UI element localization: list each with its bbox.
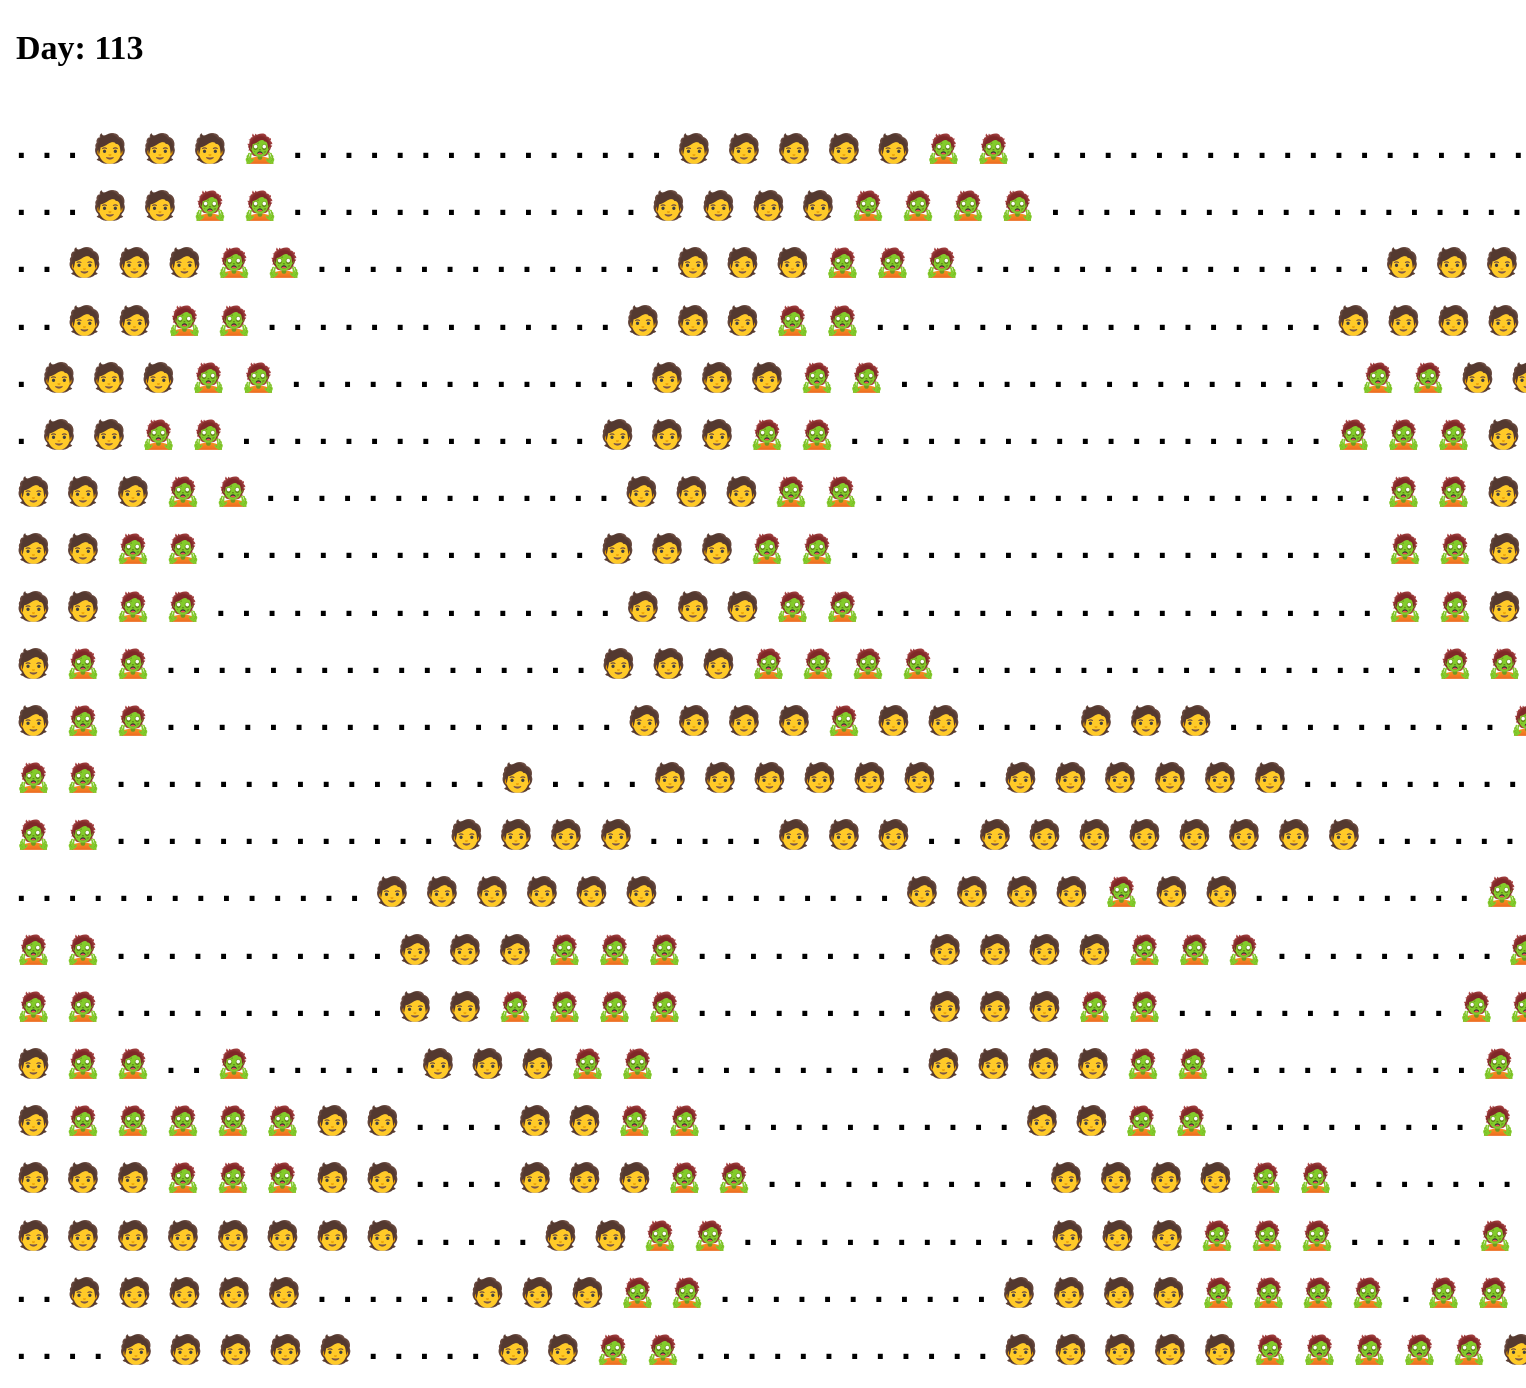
grid-row: 🧟🧟...........🧑🧑🧟🧟🧟🧟.........🧑🧑🧑🧟🧟.......…: [16, 989, 1526, 1023]
grid-row: 🧑🧟🧟.................🧑🧑🧑🧟🧟🧟🧟.............…: [16, 646, 1526, 680]
grid-row: .🧑🧑🧑🧟🧟..............🧑🧑🧑🧟🧟...............…: [16, 360, 1526, 394]
grid-row: ....🧑🧑🧑🧑🧑.....🧑🧑🧟🧟............🧑🧑🧑🧑🧑🧟🧟🧟🧟🧟…: [16, 1332, 1526, 1366]
grid-row: 🧟🧟...........🧑🧑🧑🧟🧟🧟.........🧑🧑🧑🧑🧟🧟🧟.....…: [16, 932, 1526, 966]
simulation-grid: ...🧑🧑🧑🧟...............🧑🧑🧑🧑🧑🧟🧟...........…: [16, 120, 1526, 1378]
grid-row: 🧟🧟.............🧑🧑🧑🧑.....🧑🧑🧑..🧑🧑🧑🧑🧑🧑🧑🧑...…: [16, 818, 1526, 852]
grid-row: ...🧑🧑🧑🧟...............🧑🧑🧑🧑🧑🧟🧟...........…: [16, 132, 1526, 165]
grid-row: 🧑🧑🧟🧟...............🧑🧑🧑🧟🧟................…: [16, 532, 1526, 566]
grid-row: ..🧑🧑🧑🧑🧑......🧑🧑🧑🧟🧟...........🧑🧑🧑🧑🧟🧟🧟🧟.🧟🧟…: [16, 1275, 1526, 1309]
grid-row: 🧑🧑🧑🧟🧟..............🧑🧑🧑🧟🧟................…: [16, 475, 1526, 509]
grid-row: 🧑🧟🧟🧟🧟🧟🧑🧑....🧑🧑🧟🧟............🧑🧑🧟🧟........…: [16, 1104, 1526, 1138]
grid-row: 🧑🧑🧑🧑🧑🧑🧑🧑.....🧑🧑🧟🧟............🧑🧑🧑🧟🧟🧟.....…: [16, 1218, 1526, 1252]
grid-row: 🧑🧑🧑🧟🧟🧟🧑🧑....🧑🧑🧑🧟🧟...........🧑🧑🧑🧑🧟🧟......…: [16, 1161, 1526, 1195]
grid-row: 🧑🧟🧟..................🧑🧑🧑🧑🧟🧑🧑....🧑🧑🧑.....…: [16, 703, 1526, 737]
day-counter: Day: 113: [16, 30, 144, 67]
grid-row: ...🧑🧑🧟🧟..............🧑🧑🧑🧑🧟🧟🧟🧟...........…: [16, 189, 1526, 223]
grid-row: ..🧑🧑🧟🧟..............🧑🧑🧑🧟🧟...............…: [16, 303, 1526, 337]
grid-row: ..............🧑🧑🧑🧑🧑🧑.........🧑🧑🧑🧑🧟🧑🧑....…: [16, 875, 1526, 909]
grid-row: ..🧑🧑🧑🧟🧟..............🧑🧑🧑🧟🧟🧟.............…: [16, 246, 1526, 280]
grid-row: 🧟🧟...............🧑....🧑🧑🧑🧑🧑🧑..🧑🧑🧑🧑🧑🧑....…: [16, 761, 1526, 795]
grid-row: 🧑🧑🧟🧟................🧑🧑🧑🧟🧟...............…: [16, 589, 1526, 623]
grid-row: .🧑🧑🧟🧟..............🧑🧑🧑🧟🧟................…: [16, 417, 1526, 451]
grid-row: 🧑🧟🧟..🧟......🧑🧑🧑🧟🧟..........🧑🧑🧑🧑🧟🧟.......…: [16, 1047, 1526, 1080]
